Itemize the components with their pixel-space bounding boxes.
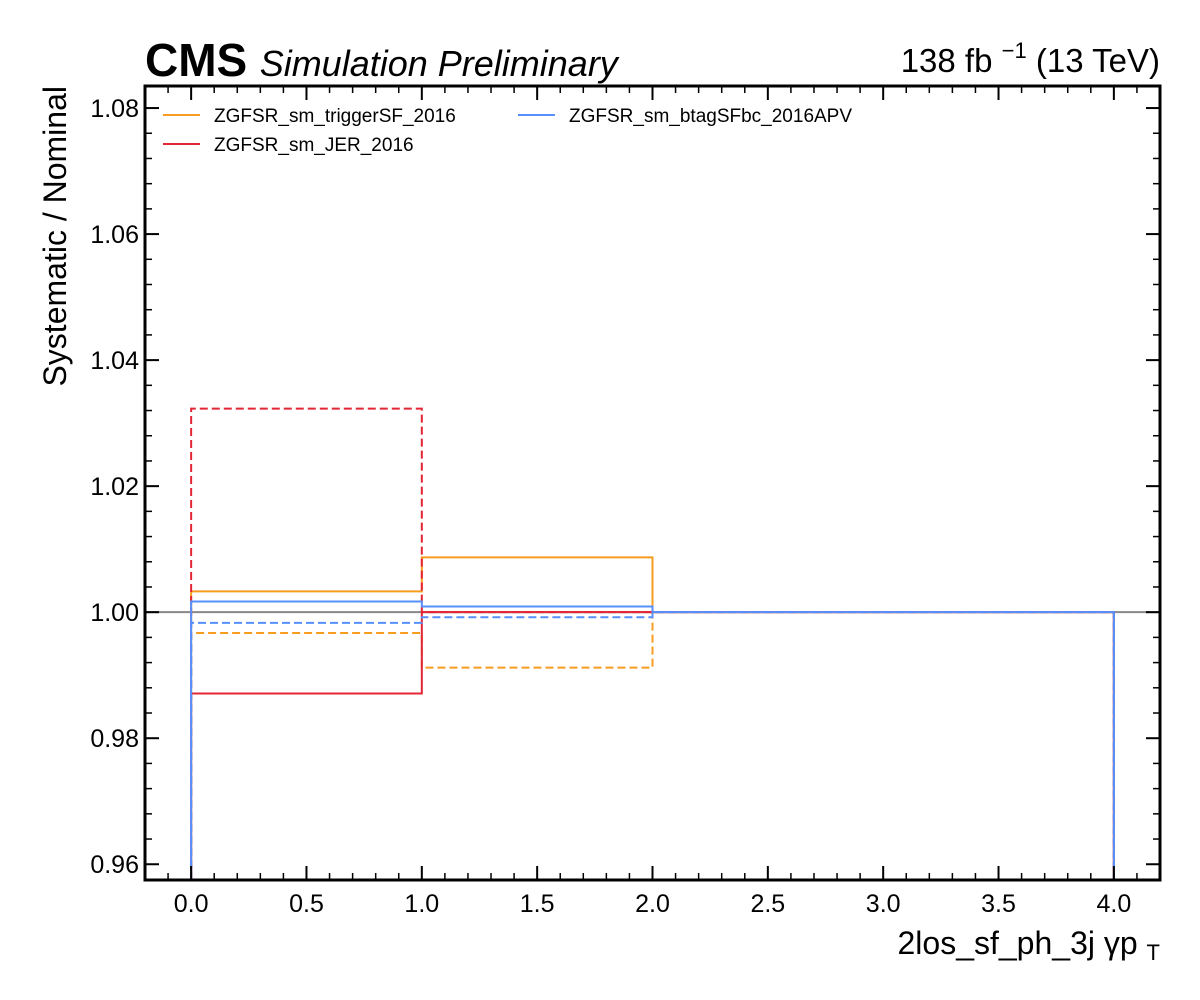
y-tick-label: 1.04 — [90, 347, 139, 375]
lumi-exponent: −1 — [1002, 38, 1027, 63]
x-tick-label: 1.5 — [520, 890, 555, 918]
y-axis-label: Systematic / Nominal — [37, 86, 73, 387]
series-1-down-line — [190, 611, 1115, 880]
cms-label: CMS Simulation Preliminary — [145, 34, 620, 86]
x-tick-label: 3.5 — [981, 890, 1016, 918]
x-tick-label: 1.0 — [404, 890, 439, 918]
series-2-down-line — [190, 407, 1115, 880]
y-tick-label: 1.02 — [90, 473, 139, 501]
y-tick-label: 1.00 — [90, 599, 139, 627]
series-3-down-line — [190, 611, 1115, 880]
energy-label: (13 TeV) — [1036, 42, 1160, 79]
x-tick-label: 3.0 — [866, 890, 901, 918]
lumi-label: 138 fb −1 (13 TeV) — [901, 28, 1160, 79]
x-axis: 0.0 0.5 1.0 1.5 2.0 2.5 3.0 3.5 4.0 — [167, 86, 1138, 918]
x-axis-label: 2los_sf_ph_3j γp T — [897, 925, 1160, 965]
legend-label-3: ZGFSR_sm_btagSFbc_2016APV — [569, 106, 852, 127]
legend: ZGFSR_sm_triggerSF_2016 ZGFSR_sm_JER_2016… — [163, 106, 852, 156]
legend-label-1: ZGFSR_sm_triggerSF_2016 — [214, 106, 456, 127]
x-tick-label: 4.0 — [1096, 890, 1131, 918]
series-3-up-line — [190, 600, 1115, 880]
x-axis-label-subscript: T — [1147, 940, 1160, 965]
cms-status: Simulation Preliminary — [260, 43, 620, 84]
y-tick-label: 1.06 — [90, 221, 139, 249]
plot-frame — [143, 84, 1162, 882]
x-tick-label: 0.0 — [174, 890, 209, 918]
x-axis-label-text: 2los_sf_ph_3j γp — [897, 925, 1137, 961]
x-tick-label: 0.5 — [289, 890, 324, 918]
lumi-value: 138 fb — [901, 42, 993, 79]
y-axis: 0.96 0.98 1.00 1.02 1.04 1.06 1.08 — [90, 95, 1160, 879]
cms-logo: CMS — [145, 34, 247, 86]
x-tick-label: 2.5 — [750, 890, 785, 918]
y-tick-label: 0.96 — [90, 851, 139, 879]
plot-area — [145, 407, 1160, 880]
y-tick-label: 0.98 — [90, 725, 139, 753]
y-tick-label: 1.08 — [90, 95, 139, 123]
x-tick-label: 2.0 — [635, 890, 670, 918]
legend-label-2: ZGFSR_sm_JER_2016 — [214, 135, 414, 156]
